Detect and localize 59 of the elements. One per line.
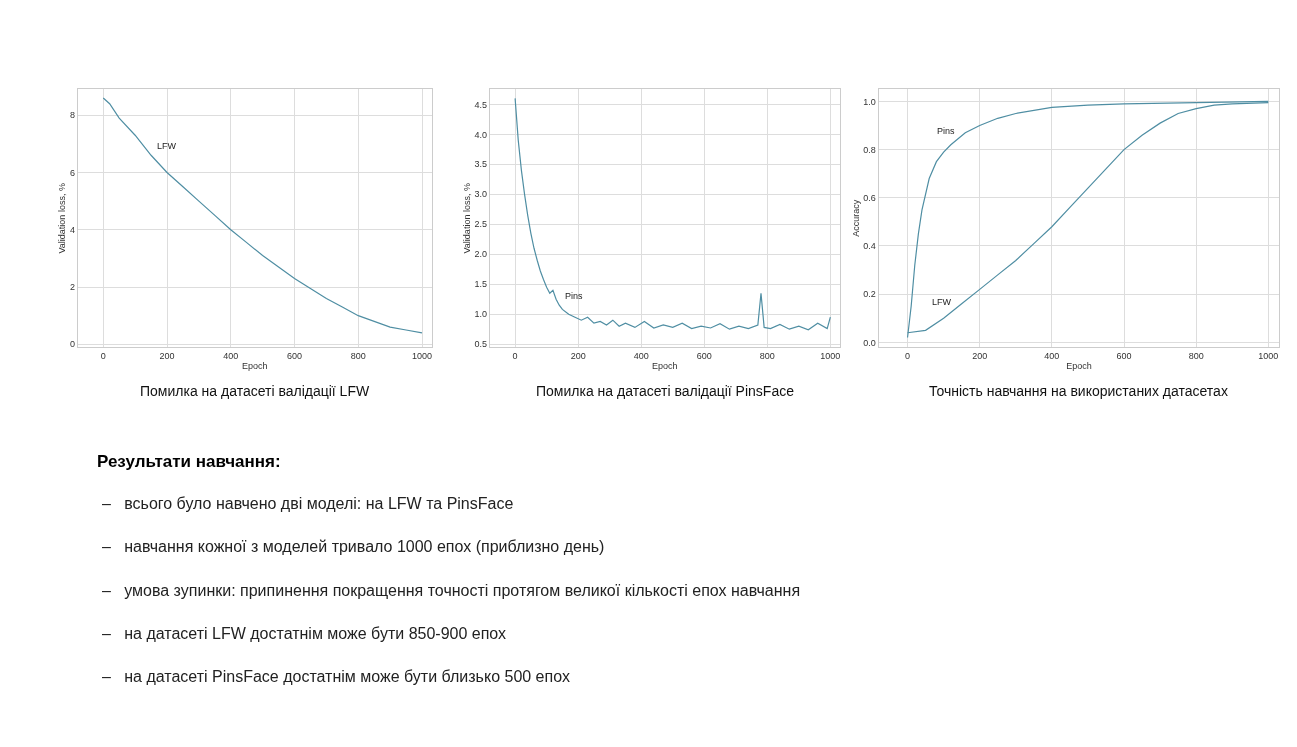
text: – умова зупинки: припинення покращення точності протягом великої кількості епох навчання [102, 582, 801, 599]
y-axis-title: Validation loss, % [461, 183, 472, 254]
series-label: Pins [565, 291, 584, 301]
text: Помилка на датасеті валідації LFW [140, 383, 370, 399]
x-tick-label: 200 [972, 350, 988, 361]
y-tick-label: 0 [69, 339, 75, 350]
y-axis-title: Accuracy [850, 199, 861, 237]
x-tick-label: 200 [159, 350, 175, 361]
y-tick-label: 8 [69, 110, 75, 121]
series-label: Pins [937, 126, 956, 136]
y-tick-label: 2.0 [474, 249, 488, 260]
x-tick-label: 1000 [820, 350, 841, 361]
x-tick-label: 400 [223, 350, 239, 361]
line-series [514, 97, 831, 331]
series-label: LFW [932, 297, 952, 307]
series-label: LFW [157, 141, 177, 151]
x-tick-label: 200 [570, 350, 586, 361]
text: Помилка на датасеті валідації PinsFace [536, 383, 795, 399]
x-tick-label: 800 [1188, 350, 1204, 361]
y-axis-title: Validation loss, % [57, 183, 68, 254]
text: – на датасеті LFW достатнім може бути 850-900 епох [102, 625, 507, 642]
line-series [102, 97, 423, 334]
y-tick-label: 0.0 [863, 337, 876, 348]
y-tick-label: 2.5 [474, 219, 488, 230]
text: Результати навчання: [97, 452, 281, 471]
y-tick-label: 6 [69, 167, 75, 178]
y-tick-label: 1.5 [474, 279, 488, 290]
x-tick-label: 0 [905, 350, 911, 361]
x-tick-label: 800 [350, 350, 366, 361]
y-tick-label: 4.0 [474, 129, 488, 140]
y-tick-label: 0.6 [863, 192, 876, 203]
x-tick-label: 0 [512, 350, 518, 361]
y-tick-label: 1.0 [474, 309, 488, 320]
y-tick-label: 4 [69, 224, 75, 235]
text: – на датасеті PinsFace достатнім може бути близько 500 епох [102, 668, 570, 685]
x-axis-title: Epoch [241, 360, 268, 371]
text: – навчання кожної з моделей тривало 1000 епох (приблизно день) [102, 538, 605, 555]
x-tick-label: 1000 [1258, 350, 1279, 361]
x-tick-label: 400 [1044, 350, 1060, 361]
y-tick-label: 2 [69, 282, 75, 293]
y-tick-label: 0.2 [863, 289, 876, 300]
text: – всього було навчено дві моделі: на LFW та PinsFace [102, 495, 514, 512]
text: Точність навчання на використаних датасетах [929, 383, 1228, 399]
x-axis-title: Epoch [1066, 360, 1092, 371]
y-tick-label: 0.8 [863, 144, 876, 155]
x-tick-label: 0 [100, 350, 106, 361]
x-tick-label: 800 [759, 350, 775, 361]
x-tick-label: 600 [286, 350, 303, 361]
x-tick-label: 400 [633, 350, 649, 361]
x-tick-label: 1000 [411, 350, 433, 361]
x-axis-title: Epoch [652, 360, 678, 371]
y-tick-label: 4.5 [474, 99, 488, 110]
y-tick-label: 0.4 [863, 241, 876, 252]
x-tick-label: 600 [696, 350, 712, 361]
y-tick-label: 0.5 [474, 339, 488, 350]
y-tick-label: 3.0 [474, 189, 488, 200]
y-tick-label: 1.0 [863, 96, 876, 107]
x-tick-label: 600 [1116, 350, 1132, 361]
y-tick-label: 3.5 [474, 159, 488, 170]
